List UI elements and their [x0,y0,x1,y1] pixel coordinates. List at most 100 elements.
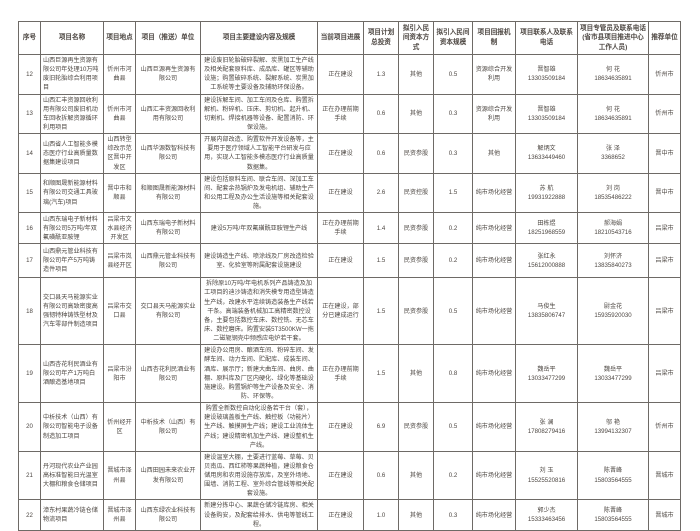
table-row: 13 山西汇丰资源回收利用有限公司废旧机动车回收拆解资源循环利用项目 忻州市河曲县山… [18,93,681,135]
cell-contact: 马俊生 13835806747 [515,277,578,346]
cell-return-mechanism: 纯市场化经营 [472,499,516,531]
cell-capital-scale: 0.3 [433,499,473,531]
cell-capital-mode: 民资参股 [398,133,434,174]
cell-seq: 14 [18,133,41,174]
table-row: 19 山西杏花利民酒业有限公司年产1万吨白酒酿造基地项目 吕梁市汾阳市 山西杏花利民酒… [18,344,681,404]
column-header-name: 项目名称 [40,21,104,55]
cell-location: 吕梁市文水县经济开发区 [103,212,136,245]
cell-contact: 郭少杰 15333463456 [515,499,578,531]
cell-supervisor: 何 花 18634635891 [577,54,649,95]
project-table: 序号 项目名称 项目地点 项目（推送）单位 项目主要建设内容及规模 当前项目进展 项目计划总… [18,21,681,531]
table-row: 18 交口县天马能源实业有限公司高致密度高强韧特种铸铁型材及汽车零部件制造项目 吕梁… [18,277,681,346]
cell-capital-mode: 民资参股 [398,402,434,452]
cell-recommender: 吕梁市 [648,212,681,245]
cell-investment: 1.5 [363,243,399,279]
cell-location: 忻州市河曲县 [103,93,136,135]
cell-name: 丹河现代农业产业园高标准智能日光温室大棚和粮食仓储项目 [40,450,104,501]
table-row: 20 中析技术（山西）有限公司智能电子设备制造加工项目 忻州经开区 中析技术（山西）有… [18,402,681,452]
cell-contact: 晋智雄 13303509184 [515,93,578,135]
cell-location: 吕梁市汾阳市 [103,344,136,404]
cell-capital-scale: 0.2 [433,450,473,501]
table-row: 15 和顺图晟新能源材料有限公司交通工具玻璃(汽车)项目 晋中市和顺县 和顺图晟新能源… [18,172,681,214]
column-header-capital_scale: 拟引入民间资本规模 [433,21,473,55]
column-header-investment: 项目计划总投资 [363,21,399,55]
cell-location: 吕梁市岚县经开区 [103,243,136,279]
cell-contact: 苏 航 19931922888 [515,172,578,214]
cell-progress: 正在建设 [317,54,364,95]
cell-location: 忻州市河曲县 [103,54,136,95]
column-header-unit: 项目（推送）单位 [135,21,201,55]
cell-supervisor: 魏岳平 13033477299 [577,344,649,404]
cell-return-mechanism: 纯市场化经营 [472,243,516,279]
cell-investment: 6.9 [363,402,399,452]
column-header-supervisor: 项目专管员及联系电话(省市县项目推进中心工作人员) [577,21,649,55]
cell-supervisor: 邬 艳 13994132307 [577,402,649,452]
table-body: 12 山西巨源再生资源有限公司年处理10万吨废旧轮胎综合利用项目 忻州市河曲县 山西巨… [18,54,681,531]
cell-recommender: 晋中市 [648,172,681,214]
cell-name: 山西巨源再生资源有限公司年处理10万吨废旧轮胎综合利用项目 [40,54,104,95]
cell-seq: 13 [18,93,41,135]
cell-content: 新建分拣中心、果蔬仓储冷链库房、相关设备购安，及配套给排水、供电等管线工程。 [200,499,318,531]
cell-progress: 正在办理前期手续 [317,212,364,245]
cell-investment: 1.5 [363,277,399,346]
table-header-row: 序号 项目名称 项目地点 项目（推送）单位 项目主要建设内容及规模 当前项目进展 项目计划总… [18,21,681,55]
cell-progress: 正在建设 [317,499,364,531]
cell-seq: 12 [18,54,41,95]
cell-return-mechanism: 纯市场化经营 [472,402,516,452]
cell-name: 山西汇丰资源回收利用有限公司废旧机动车回收拆解资源循环利用项目 [40,93,104,135]
cell-supervisor: 郝海娟 18210543716 [577,212,649,245]
cell-unit: 山西巨源再生资源有限公司 [135,54,201,95]
cell-supervisor: 何 花 18634635891 [577,93,649,135]
cell-name: 山西省人工智能多模态医疗行业高质量数据集建设项目 [40,133,104,174]
cell-seq: 17 [18,243,41,279]
cell-recommender: 晋城市 [648,450,681,501]
cell-content: 开展内部改造、购置软件开发设备等，主要用于医疗领域人工智能平台研发与应用，实现人… [200,133,318,174]
cell-progress: 正在建设 [317,243,364,279]
cell-name: 山西东瑞电子新材料有限公司5万吨/年双氟磺酰亚胺锂 [40,212,104,245]
cell-seq: 15 [18,172,41,214]
cell-progress: 正在办理前期手续 [317,93,364,135]
cell-recommender: 忻州市 [648,54,681,95]
cell-investment: 1.5 [363,344,399,404]
cell-unit: 山西杏花利民酒业有限公司 [135,344,201,404]
cell-return-mechanism: 资源综合开发利用 [472,54,516,95]
cell-capital-scale: 0.5 [433,54,473,95]
cell-recommender: 吕梁市 [648,243,681,279]
cell-content: 建设拆解车间、加工车间及仓库、购置拆解机、粉碎机、压床、剪切机、起升机、切割机、… [200,93,318,135]
column-header-location: 项目地点 [103,21,136,55]
cell-recommender: 晋城市 [648,499,681,531]
cell-progress: 正在建设，部分已建成运行 [317,277,364,346]
cell-investment: 1.3 [363,54,399,95]
cell-return-mechanism: 纯市场化经营 [472,212,516,245]
cell-return-mechanism: 纯市场化经营 [472,344,516,404]
column-header-progress: 当前项目进展 [317,21,364,55]
cell-seq: 16 [18,212,41,245]
cell-unit: 山西汇丰资源回收利用有限公司 [135,93,201,135]
cell-name: 和顺图晟新能源材料有限公司交通工具玻璃(汽车)项目 [40,172,104,214]
cell-return-mechanism: 资源综合开发利用 [472,93,516,135]
cell-supervisor: 刘怀济 13835840273 [577,243,649,279]
cell-return-mechanism: 其他 [472,133,516,174]
table-row: 12 山西巨源再生资源有限公司年处理10万吨废旧轮胎综合利用项目 忻州市河曲县 山西巨… [18,54,681,95]
cell-unit: 山西鼎元管业科技有限公司 [135,243,201,279]
cell-content: 拆除原10万吨/年电机系列产品铸造及加工项目的迪沙铸造和消失模专用造型铸造生产线… [200,277,318,346]
cell-capital-mode: 其他 [398,499,434,531]
cell-investment: 1.4 [363,212,399,245]
cell-investment: 0.6 [363,450,399,501]
cell-capital-scale: 0.5 [433,402,473,452]
cell-content: 购置全新数控自动化设备若干台（套），建设玻璃盖板生产线、触控板（功能片）生产线、… [200,402,318,452]
cell-location: 晋城市泽州县 [103,450,136,501]
cell-seq: 22 [18,499,41,531]
cell-progress: 正在建设 [317,402,364,452]
cell-investment: 0.6 [363,133,399,174]
column-header-contact: 项目联系人及联系电话 [515,21,578,55]
cell-name: 漳东村果蔬冷链仓储物流项目 [40,499,104,531]
cell-supervisor: 刘 岗 18535486222 [577,172,649,214]
cell-location: 山西转型综改示范区晋中开发区 [103,133,136,174]
cell-location: 晋中市和顺县 [103,172,136,214]
table-row: 14 山西省人工智能多模态医疗行业高质量数据集建设项目 山西转型综改示范区晋中开发区… [18,133,681,174]
cell-capital-mode: 其他 [398,54,434,95]
cell-contact: 晋智雄 13303509184 [515,54,578,95]
cell-contact: 张红永 15612000888 [515,243,578,279]
cell-location: 吕梁市交口县 [103,277,136,346]
